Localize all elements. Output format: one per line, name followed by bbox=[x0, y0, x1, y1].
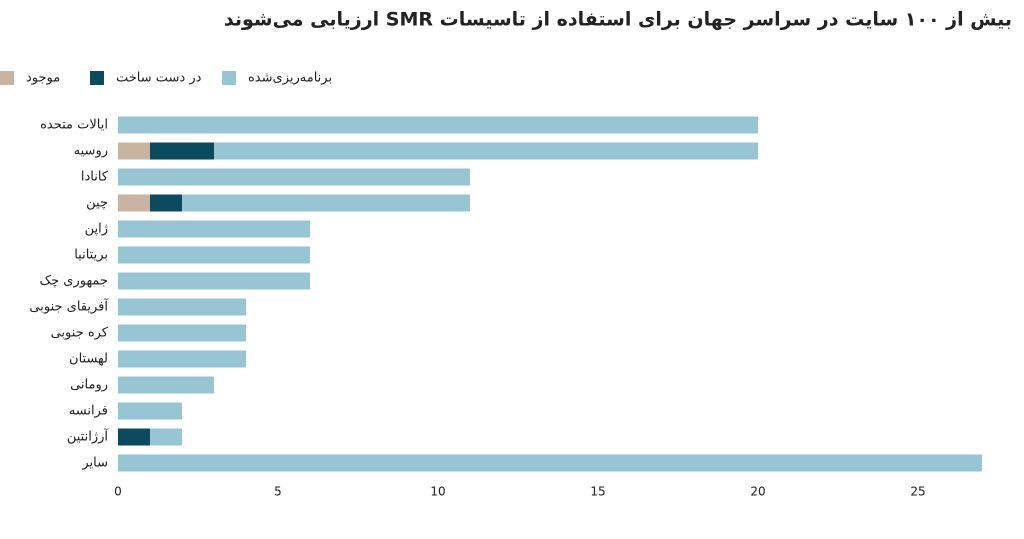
category-label: کانادا bbox=[81, 170, 109, 185]
bar-segment bbox=[150, 142, 214, 160]
category-label: آرژانتین bbox=[67, 428, 110, 445]
category-label: ژاپن bbox=[85, 222, 108, 237]
category-label: بریتانیا bbox=[74, 248, 108, 263]
bar-segment bbox=[118, 376, 214, 394]
legend-swatch bbox=[90, 71, 104, 85]
bar-segment bbox=[118, 350, 246, 368]
category-label: رومانی bbox=[70, 378, 108, 393]
category-label: ایالات متحده bbox=[40, 118, 108, 133]
bar-segment bbox=[118, 220, 310, 238]
bar-segment bbox=[118, 324, 246, 342]
bar-segment bbox=[214, 142, 758, 160]
category-label: کره جنوبی bbox=[51, 326, 109, 341]
x-tick-label: 10 bbox=[430, 485, 445, 499]
category-label: چین bbox=[86, 196, 108, 211]
x-tick-label: 0 bbox=[114, 485, 122, 499]
chart-title: بیش از ۱۰۰ سایت در سراسر جهان برای استفا… bbox=[224, 9, 1012, 31]
bar-segment bbox=[118, 454, 982, 472]
category-label: فرانسه bbox=[69, 404, 108, 419]
bar-segment bbox=[118, 298, 246, 316]
legend-swatch bbox=[222, 71, 236, 85]
legend-label: موجود bbox=[26, 71, 60, 86]
bar-segment bbox=[118, 194, 150, 212]
bar-segment bbox=[118, 246, 310, 264]
category-label: آفریقای جنوبی bbox=[29, 298, 109, 315]
x-tick-label: 20 bbox=[750, 485, 765, 499]
category-label: جمهوری چک bbox=[39, 274, 108, 289]
bar-segment bbox=[182, 194, 470, 212]
bar-segment bbox=[150, 194, 182, 212]
category-label: لهستان bbox=[69, 352, 108, 367]
bar-segment bbox=[118, 142, 150, 160]
category-label: سایر bbox=[81, 456, 108, 471]
legend-label: برنامه‌ریزی‌شده bbox=[248, 71, 332, 86]
bar-segment bbox=[150, 428, 182, 446]
x-tick-label: 15 bbox=[590, 485, 605, 499]
bar-segment bbox=[118, 116, 758, 134]
x-tick-label: 5 bbox=[274, 485, 282, 499]
legend-label: در دست ساخت bbox=[116, 71, 202, 86]
bar-segment bbox=[118, 402, 182, 420]
bar-segment bbox=[118, 428, 150, 446]
bar-segment bbox=[118, 168, 470, 186]
category-label: روسیه bbox=[74, 144, 108, 159]
bar-segment bbox=[118, 272, 310, 290]
legend-swatch bbox=[0, 71, 14, 85]
x-tick-label: 25 bbox=[910, 485, 925, 499]
